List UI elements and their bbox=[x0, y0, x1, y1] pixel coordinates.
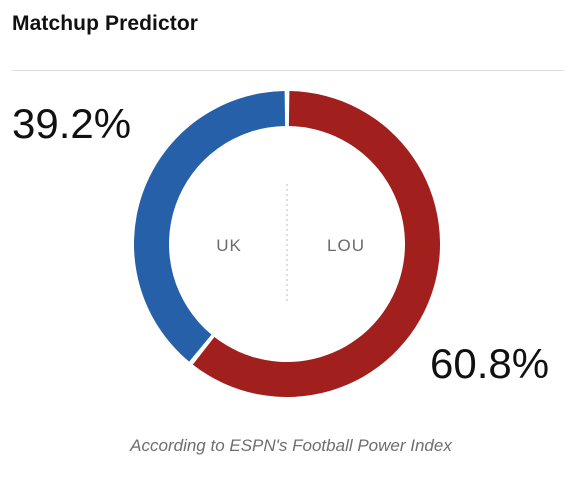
uk-team-label: UK bbox=[216, 236, 242, 255]
lou-win-probability: 60.8% bbox=[430, 340, 550, 387]
uk-win-probability: 39.2% bbox=[12, 100, 132, 147]
lou-slice[interactable] bbox=[192, 91, 440, 398]
widget-title: Matchup Predictor bbox=[12, 12, 199, 35]
fpi-footnote: According to ESPN's Football Power Index bbox=[130, 436, 452, 455]
uk-slice[interactable] bbox=[133, 91, 286, 362]
lou-team-label: LOU bbox=[327, 236, 365, 255]
title-divider bbox=[12, 70, 564, 71]
